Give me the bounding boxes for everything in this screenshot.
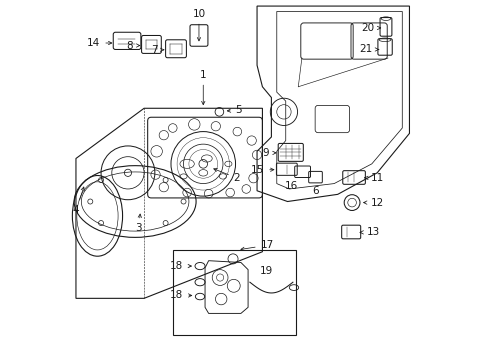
Text: 4: 4 bbox=[73, 187, 84, 216]
Text: 18: 18 bbox=[170, 291, 191, 301]
Text: 18: 18 bbox=[170, 261, 191, 271]
Text: 11: 11 bbox=[364, 173, 383, 183]
Text: 9: 9 bbox=[262, 148, 275, 158]
Text: 2: 2 bbox=[213, 168, 240, 183]
Text: 1: 1 bbox=[200, 69, 206, 105]
Text: 20: 20 bbox=[361, 23, 380, 33]
Text: 16: 16 bbox=[285, 181, 298, 191]
Text: 17: 17 bbox=[241, 240, 273, 251]
Text: 7: 7 bbox=[151, 45, 163, 55]
Text: 12: 12 bbox=[363, 198, 383, 208]
Text: 8: 8 bbox=[126, 41, 140, 50]
Text: 6: 6 bbox=[311, 186, 318, 196]
Text: 15: 15 bbox=[250, 165, 273, 175]
Text: 3: 3 bbox=[135, 214, 142, 233]
Text: 14: 14 bbox=[87, 38, 112, 48]
Text: 5: 5 bbox=[227, 105, 242, 115]
Text: 21: 21 bbox=[359, 45, 378, 54]
Text: 13: 13 bbox=[359, 228, 379, 237]
Text: 10: 10 bbox=[192, 9, 205, 41]
Text: 19: 19 bbox=[260, 266, 273, 276]
